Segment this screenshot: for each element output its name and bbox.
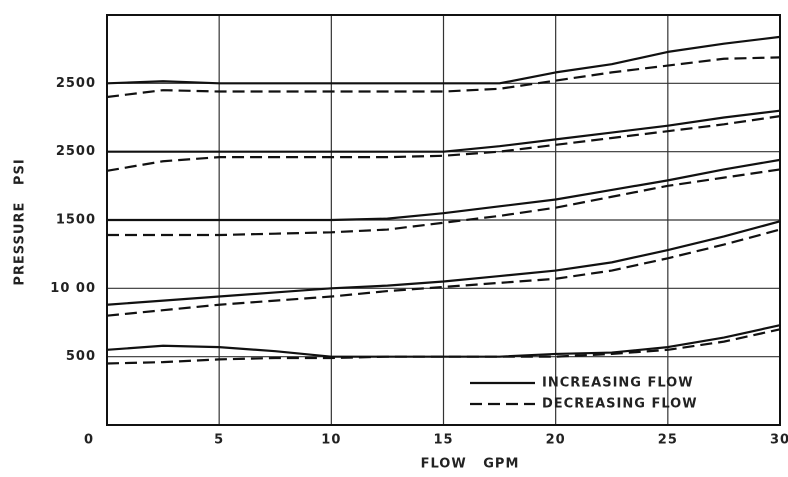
line-series: [106, 228, 781, 317]
x-tick-label: 25: [658, 433, 678, 448]
line-series: [107, 168, 781, 237]
x-tick-label: 10: [321, 433, 341, 448]
line-series: [107, 158, 781, 222]
y-tick-label: 2500: [56, 144, 96, 159]
line-series: [106, 35, 781, 85]
x-tick-label: 5: [214, 433, 224, 448]
line-series: [106, 324, 781, 358]
y-axis-label: PRESSURE PSI: [13, 158, 28, 285]
y-tick-label: 1500: [56, 213, 96, 228]
line-series: [106, 115, 781, 172]
x-tick-label: 0: [84, 433, 94, 448]
legend-label: DECREASING FLOW: [542, 397, 698, 412]
line-series: [106, 328, 781, 365]
x-tick-label: 30: [770, 433, 788, 448]
y-tick-label: 10 00: [50, 281, 96, 296]
line-series: [106, 56, 781, 99]
x-tick-label: 15: [433, 433, 453, 448]
y-tick-label: 2500: [56, 76, 96, 91]
x-tick-label: 20: [546, 433, 566, 448]
y-tick-label: 500: [66, 349, 96, 364]
line-series: [107, 109, 781, 153]
legend-label: INCREASING FLOW: [542, 376, 694, 391]
x-axis-label: FLOW GPM: [421, 457, 520, 472]
line-series: [106, 220, 781, 306]
